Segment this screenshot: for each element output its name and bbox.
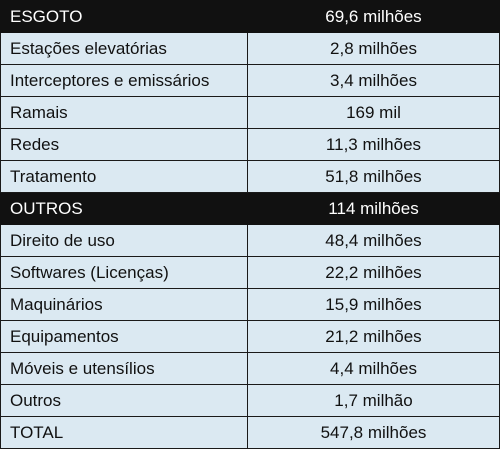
table-row: Interceptores e emissários 3,4 milhões xyxy=(0,64,500,97)
table-row: Maquinários 15,9 milhões xyxy=(0,288,500,321)
row-value: 1,7 milhão xyxy=(247,384,500,417)
row-value: 4,4 milhões xyxy=(247,352,500,385)
row-label: ESGOTO xyxy=(0,0,248,33)
row-label: Equipamentos xyxy=(0,320,248,353)
table-row: Outros 1,7 milhão xyxy=(0,384,500,417)
row-label: Estações elevatórias xyxy=(0,32,248,65)
row-value: 169 mil xyxy=(247,96,500,129)
row-value: 21,2 milhões xyxy=(247,320,500,353)
row-label: TOTAL xyxy=(0,416,248,449)
row-value: 48,4 milhões xyxy=(247,224,500,257)
row-label: Tratamento xyxy=(0,160,248,193)
row-value: 15,9 milhões xyxy=(247,288,500,321)
table-row: Equipamentos 21,2 milhões xyxy=(0,320,500,353)
row-label: Maquinários xyxy=(0,288,248,321)
table-row: Ramais 169 mil xyxy=(0,96,500,129)
row-value: 22,2 milhões xyxy=(247,256,500,289)
row-value: 2,8 milhões xyxy=(247,32,500,65)
row-value: 3,4 milhões xyxy=(247,64,500,97)
row-label: Ramais xyxy=(0,96,248,129)
row-value: 547,8 milhões xyxy=(247,416,500,449)
section-header-row: ESGOTO 69,6 milhões xyxy=(0,0,500,33)
table-row: Móveis e utensílios 4,4 milhões xyxy=(0,352,500,385)
row-value: 51,8 milhões xyxy=(247,160,500,193)
table-row: Redes 11,3 milhões xyxy=(0,128,500,161)
row-value: 11,3 milhões xyxy=(247,128,500,161)
table-row: Tratamento 51,8 milhões xyxy=(0,160,500,193)
table-row: Direito de uso 48,4 milhões xyxy=(0,224,500,257)
table-row: Softwares (Licenças) 22,2 milhões xyxy=(0,256,500,289)
row-value: 69,6 milhões xyxy=(247,0,500,33)
table-row: Estações elevatórias 2,8 milhões xyxy=(0,32,500,65)
row-label: OUTROS xyxy=(0,192,248,225)
row-label: Outros xyxy=(0,384,248,417)
section-header-row: OUTROS 114 milhões xyxy=(0,192,500,225)
row-label: Móveis e utensílios xyxy=(0,352,248,385)
row-label: Softwares (Licenças) xyxy=(0,256,248,289)
row-label: Redes xyxy=(0,128,248,161)
total-row: TOTAL 547,8 milhões xyxy=(0,416,500,449)
row-label: Direito de uso xyxy=(0,224,248,257)
row-value: 114 milhões xyxy=(247,192,500,225)
row-label: Interceptores e emissários xyxy=(0,64,248,97)
